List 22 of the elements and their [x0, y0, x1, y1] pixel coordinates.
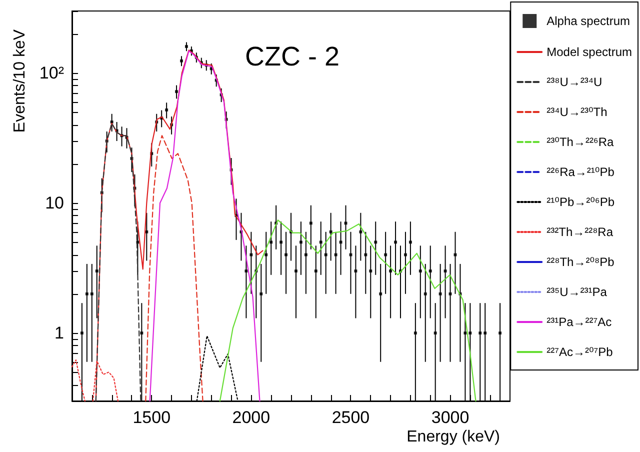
legend-label: ²²⁷Ac→²⁰⁷Pb — [546, 345, 614, 359]
legend-label: ²³⁸U→²³⁴U — [546, 75, 602, 89]
text: CZC - 2 — [245, 42, 340, 72]
legend-label: ²³⁵U→²³¹Pa — [546, 285, 608, 299]
y-axis-title: Events/10 keV — [12, 29, 28, 133]
legend-label: ²¹⁰Pb→²⁰⁶Pb — [546, 195, 615, 209]
y-tick-label: 1 — [54, 324, 64, 343]
x-tick-label: 2500 — [332, 408, 370, 427]
x-tick-label: 3000 — [431, 408, 470, 427]
legend-label: ²²⁶Ra→²¹⁰Pb — [546, 165, 615, 179]
x-axis-title: Energy (keV) — [406, 428, 500, 446]
legend-label: Model spectrum — [546, 45, 632, 59]
y-tick-label: 10² — [39, 64, 64, 83]
legend-label: ²²⁸Th→²⁰⁸Pb — [546, 255, 615, 269]
legend-label: ²³⁰Th→²²⁶Ra — [546, 135, 614, 149]
y-tick-label: 10 — [45, 194, 64, 213]
x-tick-label: 2000 — [232, 408, 270, 427]
legend-label: ²³²Th→²²⁸Ra — [546, 225, 614, 239]
legend-label: Alpha spectrum — [546, 14, 630, 28]
legend-label: ²³¹Pa→²²⁷Ac — [546, 315, 612, 329]
legend-label: ²³⁴U→²³⁰Th — [546, 105, 608, 119]
x-tick-label: 1500 — [132, 408, 171, 427]
